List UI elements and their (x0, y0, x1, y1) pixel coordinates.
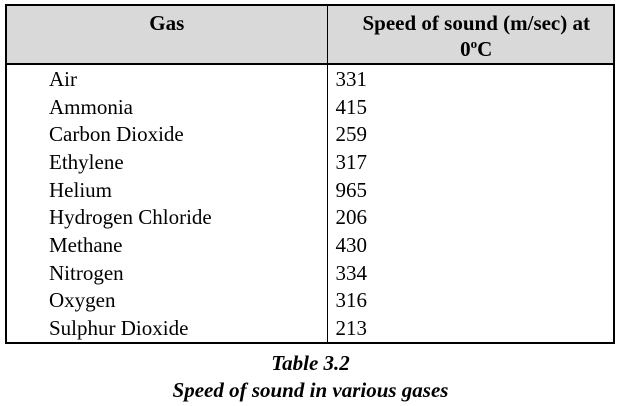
table-caption-label: Table 3.2 (271, 351, 350, 375)
gas-name-cell: Helium (7, 175, 328, 204)
data-table: Gas Speed of sound (m/sec) at 0oC Air 331… (7, 6, 613, 342)
table-row: Ethylene 317 (7, 148, 613, 176)
gas-name-cell: Methane (7, 231, 328, 259)
header-speed-degree: o (470, 36, 478, 51)
header-speed-temp-value: 0 (460, 37, 471, 61)
table-header: Gas Speed of sound (m/sec) at 0oC (7, 6, 613, 65)
gas-name-cell: Oxygen (7, 286, 328, 315)
speed-value-cell: 415 (335, 94, 368, 119)
gas-name-cell: Hydrogen Chloride (7, 203, 328, 232)
header-speed: Speed of sound (m/sec) at 0oC (327, 6, 613, 65)
table-row: Air 331 (7, 64, 613, 93)
table-row: Nitrogen 334 (7, 258, 613, 287)
table-row: Sulphur Dioxide 213 (7, 314, 613, 342)
table-row: Hydrogen Chloride 206 (7, 203, 613, 232)
gas-name-cell: Ammonia (7, 92, 328, 121)
speed-value-cell: 334 (335, 260, 368, 285)
gas-name-cell: Sulphur Dioxide (7, 314, 328, 342)
header-speed-temp-unit: C (477, 37, 493, 61)
speed-value-cell: 965 (335, 177, 368, 202)
speed-value-cell: 316 (335, 288, 368, 313)
table-body: Air 331 Ammonia 415 Carbon Dioxide 259 Ethylen… (7, 64, 613, 342)
speed-value-cell: 206 (335, 205, 368, 230)
header-row: Gas Speed of sound (m/sec) at 0oC (7, 6, 613, 65)
speed-value-cell: 430 (335, 233, 368, 258)
table-row: Methane 430 (7, 231, 613, 259)
gas-name-cell: Carbon Dioxide (7, 120, 328, 149)
gas-name-cell: Nitrogen (7, 258, 328, 287)
header-speed-main: Speed of sound (m/sec) at (362, 11, 590, 35)
speed-value-cell: 259 (335, 122, 368, 147)
speed-value-cell: 213 (335, 316, 368, 341)
table-row: Carbon Dioxide 259 (7, 120, 613, 149)
table-caption-title: Speed of sound in various gases (172, 378, 449, 402)
header-gas: Gas (7, 6, 328, 65)
gas-name-cell: Air (7, 64, 328, 93)
speed-value-cell: 331 (335, 66, 368, 91)
gas-name-cell: Ethylene (7, 148, 328, 176)
speed-of-sound-table: Gas Speed of sound (m/sec) at 0oC Air 331… (5, 4, 615, 344)
speed-value-cell: 317 (335, 150, 368, 174)
table-row: Oxygen 316 (7, 286, 613, 315)
table-row: Ammonia 415 (7, 92, 613, 121)
table-row: Helium 965 (7, 175, 613, 204)
